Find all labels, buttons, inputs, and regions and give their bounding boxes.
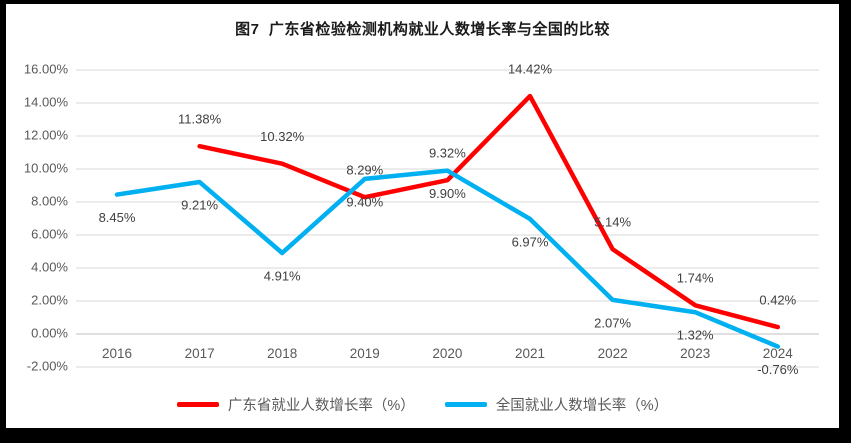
y-axis-tick-label: 16.00% [24,61,69,76]
data-label: 9.40% [346,194,383,209]
chart-canvas: 图7 广东省检验检测机构就业人数增长率与全国的比较 16.00% 14.00% 12… [6,4,839,428]
y-axis-tick-label: 6.00% [31,226,68,241]
chart-title: 图7 广东省检验检测机构就业人数增长率与全国的比较 [235,21,610,38]
y-axis-tick-label: 2.00% [31,292,68,307]
data-label: 4.91% [264,268,301,283]
y-axis-tick-label: 12.00% [24,127,69,142]
data-label: 1.74% [677,271,714,286]
data-label: 9.21% [181,197,218,212]
y-axis-tick-label: -2.00% [27,358,69,373]
data-label: 6.97% [512,234,549,249]
x-axis-tick-label: 2024 [763,346,794,361]
x-axis-tick-label: 2023 [680,346,710,361]
data-label: 5.14% [594,215,631,230]
data-label: 8.29% [346,163,383,178]
data-label: 9.32% [429,146,466,161]
series-line-1 [114,168,781,349]
legend-item-national: 全国就业人数增长率（%） [444,394,669,415]
data-label: 11.38% [178,112,222,127]
y-axis-tick-label: 10.00% [24,160,69,175]
legend-label-national: 全国就业人数增长率（%） [495,398,669,414]
x-axis-tick-label: 2021 [515,346,545,361]
y-axis-tick-label: 8.00% [31,193,68,208]
x-axis-tick-label: 2018 [267,346,297,361]
y-axis-tick-label: 14.00% [24,94,69,109]
x-axis-tick-label: 2017 [185,346,215,361]
x-axis-tick-label: 2020 [432,346,462,361]
data-label: -0.76% [757,362,799,377]
data-label: 8.45% [99,210,136,225]
data-label: 14.42% [508,62,553,77]
legend-label-guangdong: 广东省就业人数增长率（%） [227,398,415,414]
data-label: 2.07% [594,315,631,330]
data-label: 9.90% [429,186,466,201]
line-chart-plot: 16.00% 14.00% 12.00% 10.00% 8.00% 6.00% 4.00% 2… [24,61,819,377]
y-axis-tick-label: 4.00% [31,259,68,274]
legend-line-swatch-red [176,402,219,407]
legend-item-guangdong: 广东省就业人数增长率（%） [176,394,415,415]
x-axis-tick-label: 2016 [102,346,132,361]
data-label: 1.32% [677,328,714,343]
data-label: 0.42% [759,293,796,308]
chart-legend: 广东省就业人数增长率（%） 全国就业人数增长率（%） [6,394,839,415]
x-axis-tick-label: 2022 [598,346,628,361]
data-label: 10.32% [260,129,305,144]
y-axis-tick-label: 0.00% [31,325,68,340]
x-axis-tick-label: 2019 [350,346,380,361]
legend-line-swatch-blue [444,402,487,407]
series-line-0 [197,93,781,330]
